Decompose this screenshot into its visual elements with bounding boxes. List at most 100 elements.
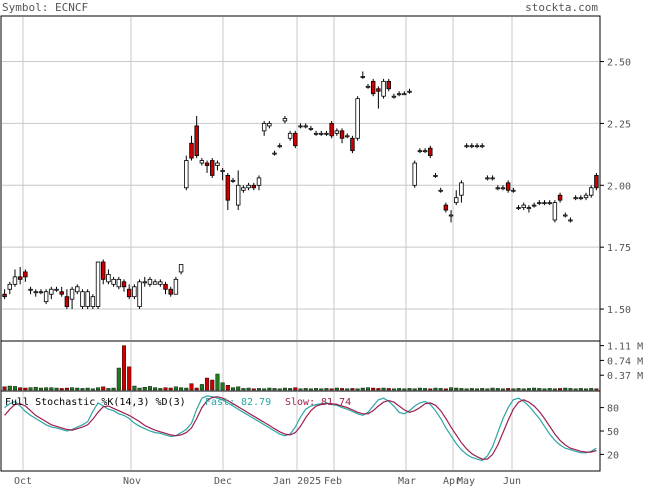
volume-bar: [12, 386, 17, 391]
candle-body: [95, 261, 101, 307]
candle-body: [132, 286, 137, 298]
volume-bar: [438, 388, 443, 391]
volume-bar: [33, 387, 38, 391]
price-tick-label: 1.50: [607, 305, 631, 316]
candle-body: [552, 202, 558, 221]
candle-body: [490, 177, 495, 180]
candle-body: [12, 276, 18, 285]
price-tick-label: 2.25: [607, 119, 631, 130]
candle-body: [152, 281, 158, 285]
volume-bar: [345, 388, 350, 391]
candle-body: [80, 291, 85, 307]
candle-body: [568, 219, 573, 222]
candle-body: [147, 278, 153, 285]
volume-bar: [298, 388, 303, 391]
candle-body: [428, 147, 433, 157]
candle-body: [469, 145, 475, 148]
volume-bar: [319, 388, 324, 391]
candle-body: [448, 214, 454, 217]
volume-bar: [537, 388, 542, 391]
volume-bar: [106, 388, 111, 391]
site-link[interactable]: stockta.com: [525, 1, 598, 14]
volume-bar: [85, 387, 90, 391]
candle-body: [500, 187, 506, 190]
date-tick-label: Nov: [123, 476, 141, 486]
candle-body: [54, 288, 59, 291]
volume-bar: [526, 388, 531, 391]
price-tick-label: 1.75: [607, 243, 631, 254]
candle-body: [178, 264, 184, 273]
candle-body: [246, 184, 251, 189]
candle-body: [464, 145, 469, 148]
candle-body: [75, 286, 80, 293]
price-axis: 2.50 2.25 2.00 1.75 1.50: [600, 58, 631, 316]
candle-body: [443, 204, 449, 211]
volume-bar: [365, 387, 371, 391]
volume-bar: [241, 388, 246, 391]
candle-body: [142, 281, 147, 284]
candle-body: [256, 177, 262, 186]
candle-body: [583, 194, 589, 199]
volume-bar: [54, 387, 59, 391]
stochastic-axis: 80 50 20: [600, 404, 619, 461]
volume-bar: [199, 384, 204, 391]
date-tick-label: Feb: [324, 476, 342, 486]
volume-bar: [464, 388, 469, 391]
candle-body: [126, 288, 132, 298]
candle-body: [370, 80, 376, 95]
candle-body: [537, 202, 542, 205]
volume-bar: [397, 388, 402, 391]
volume-bar: [490, 387, 495, 391]
volume-bar: [158, 388, 163, 391]
candlestick-series: [2, 71, 599, 310]
candle-body: [225, 175, 231, 201]
gridlines: [2, 17, 599, 470]
volume-bar: [272, 388, 277, 391]
volume-bar: [391, 388, 396, 391]
candle-body: [350, 137, 355, 152]
volume-bar: [480, 388, 485, 391]
candle-body: [573, 197, 578, 200]
candle-body: [23, 271, 28, 278]
volume-tick-label: 0.74 M: [607, 356, 643, 367]
volume-bar: [205, 377, 210, 391]
stochastic-tick-label: 80: [607, 404, 619, 415]
fast-label: Fast:: [205, 397, 235, 408]
candle-body: [391, 95, 397, 98]
volume-bar: [142, 387, 147, 391]
candle-body: [85, 291, 90, 307]
candle-body: [479, 145, 485, 148]
candle-body: [230, 179, 236, 182]
candle-body: [43, 291, 49, 303]
candle-body: [459, 182, 464, 196]
candle-body: [64, 296, 70, 307]
volume-bar: [267, 387, 272, 391]
volume-bar: [443, 388, 448, 391]
volume-tick-label: 1.11 M: [607, 342, 643, 353]
volume-bar: [428, 388, 433, 391]
volume-bar: [407, 388, 412, 391]
volume-tick-label: 0.37 M: [607, 371, 643, 382]
candle-body: [199, 160, 205, 164]
candle-body: [220, 170, 225, 172]
candle-body: [563, 214, 568, 217]
candle-body: [438, 189, 443, 192]
volume-bar: [376, 388, 381, 391]
candle-body: [111, 278, 116, 285]
volume-bar: [28, 387, 33, 391]
candle-body: [557, 194, 563, 201]
fast-value: 82.79: [241, 397, 271, 408]
volume-bar: [163, 387, 168, 391]
volume-bar: [127, 366, 132, 391]
slow-label: Slow:: [285, 397, 315, 408]
volume-bar: [251, 388, 256, 391]
candle-body: [59, 291, 64, 295]
volume-bar: [381, 387, 386, 391]
volume-bar: [594, 388, 599, 391]
volume-bar: [256, 388, 261, 391]
volume-bar: [511, 388, 516, 391]
volume-bar: [568, 388, 573, 391]
volume-bar: [90, 388, 95, 391]
volume-bar: [168, 387, 173, 391]
